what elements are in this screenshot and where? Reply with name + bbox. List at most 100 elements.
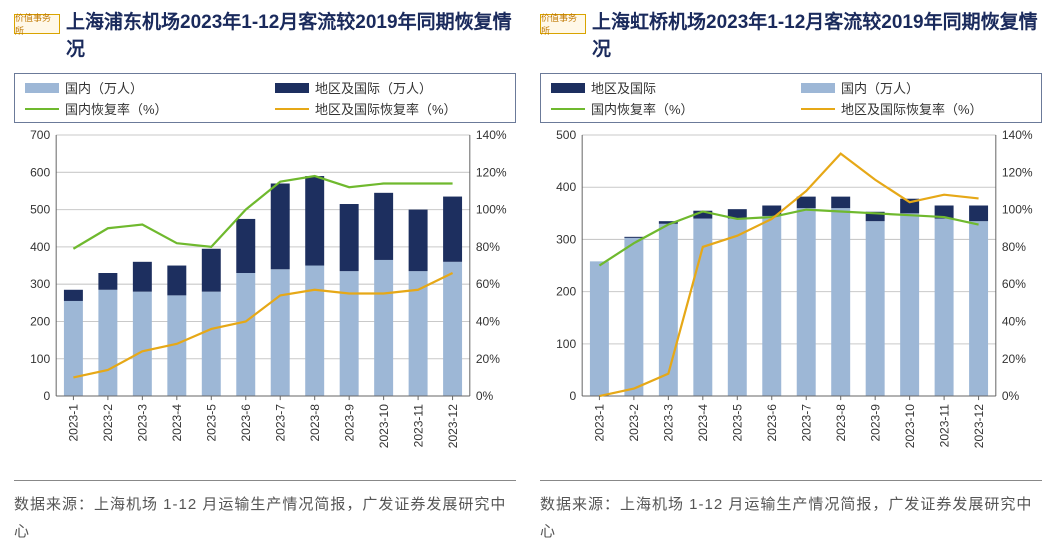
- bar-domestic_10k: [340, 271, 359, 396]
- legend-label: 国内恢复率（%）: [65, 99, 168, 118]
- legend-swatch-line: [551, 108, 585, 110]
- legend-item: 国内（万人）: [801, 78, 1031, 97]
- svg-text:2023-7: 2023-7: [273, 404, 287, 442]
- bar-domestic_10k: [728, 219, 747, 397]
- legend-label: 地区及国际（万人）: [315, 78, 432, 97]
- svg-text:80%: 80%: [1002, 240, 1026, 254]
- svg-text:40%: 40%: [476, 315, 500, 329]
- legend-item: 地区及国际恢复率（%）: [801, 99, 1031, 118]
- data-source: 数据来源：上海机场 1-12 月运输生产情况简报，广发证券发展研究中心: [14, 480, 516, 545]
- bar-domestic_10k: [98, 290, 117, 396]
- svg-text:2023-8: 2023-8: [308, 404, 322, 442]
- svg-text:2023-10: 2023-10: [377, 404, 391, 448]
- bar-intl_10k: [202, 249, 221, 292]
- bar-domestic_10k: [935, 219, 954, 397]
- svg-text:100: 100: [556, 337, 576, 351]
- svg-text:100%: 100%: [1002, 203, 1033, 217]
- legend-label: 国内（万人）: [841, 78, 919, 97]
- bar-domestic_10k: [305, 266, 324, 397]
- legend-swatch-bar: [801, 83, 835, 93]
- bar-domestic_10k: [969, 221, 988, 396]
- svg-text:140%: 140%: [1002, 129, 1033, 142]
- legend-item: 国内恢复率（%）: [25, 99, 255, 118]
- svg-text:200: 200: [556, 285, 576, 299]
- svg-text:100%: 100%: [476, 203, 507, 217]
- svg-text:2023-4: 2023-4: [696, 404, 710, 442]
- bar-domestic_10k: [271, 269, 290, 396]
- bar-intl_10k: [236, 219, 255, 273]
- chart-area: 01002003004005000%20%40%60%80%100%120%14…: [540, 129, 1042, 465]
- bar-domestic_10k: [762, 216, 781, 396]
- chart-area: 01002003004005006007000%20%40%60%80%100%…: [14, 129, 516, 465]
- bar-intl_10k: [133, 262, 152, 292]
- svg-text:2023-6: 2023-6: [765, 404, 779, 442]
- bar-domestic_10k: [590, 262, 609, 397]
- svg-text:300: 300: [556, 233, 576, 247]
- bar-intl_10k: [624, 237, 643, 238]
- svg-text:2023-10: 2023-10: [903, 404, 917, 448]
- line-domestic_recovery_pct: [599, 210, 978, 266]
- bar-domestic_10k: [64, 301, 83, 396]
- bar-intl_10k: [374, 193, 393, 260]
- svg-text:600: 600: [30, 166, 50, 180]
- logo-badge: 价值事务所: [540, 14, 586, 34]
- bar-domestic_10k: [202, 292, 221, 396]
- svg-text:20%: 20%: [1002, 352, 1026, 366]
- chart-panel: 价值事务所上海浦东机场2023年1-12月客流较2019年同期恢复情况国内（万人…: [14, 10, 516, 545]
- svg-text:2023-9: 2023-9: [868, 404, 882, 442]
- svg-text:2023-3: 2023-3: [662, 404, 676, 442]
- svg-text:200: 200: [30, 315, 50, 329]
- svg-text:300: 300: [30, 277, 50, 291]
- svg-text:120%: 120%: [476, 166, 507, 180]
- bar-domestic_10k: [831, 208, 850, 396]
- bar-domestic_10k: [443, 262, 462, 396]
- legend-swatch-line: [25, 108, 59, 110]
- legend-swatch-bar: [551, 83, 585, 93]
- svg-text:2023-3: 2023-3: [136, 404, 150, 442]
- bar-intl_10k: [409, 210, 428, 272]
- svg-text:2023-1: 2023-1: [593, 404, 607, 442]
- bar-intl_10k: [831, 197, 850, 208]
- bar-domestic_10k: [900, 214, 919, 397]
- svg-text:700: 700: [30, 129, 50, 142]
- legend-item: 地区及国际（万人）: [275, 78, 505, 97]
- svg-text:20%: 20%: [476, 352, 500, 366]
- legend-label: 国内恢复率（%）: [591, 99, 694, 118]
- bar-domestic_10k: [374, 260, 393, 396]
- legend-swatch-bar: [25, 83, 59, 93]
- panels-container: 价值事务所上海浦东机场2023年1-12月客流较2019年同期恢复情况国内（万人…: [14, 10, 1042, 545]
- svg-text:0%: 0%: [476, 389, 494, 403]
- svg-text:400: 400: [30, 240, 50, 254]
- bar-domestic_10k: [236, 273, 255, 396]
- legend-item: 地区及国际恢复率（%）: [275, 99, 505, 118]
- panel-title: 上海浦东机场2023年1-12月客流较2019年同期恢复情况: [66, 10, 516, 63]
- svg-text:2023-7: 2023-7: [799, 404, 813, 442]
- legend-label: 地区及国际恢复率（%）: [841, 99, 983, 118]
- svg-text:2023-9: 2023-9: [342, 404, 356, 442]
- svg-text:60%: 60%: [1002, 277, 1026, 291]
- line-domestic_recovery_pct: [73, 176, 452, 249]
- legend-item: 国内（万人）: [25, 78, 255, 97]
- logo-badge: 价值事务所: [14, 14, 60, 34]
- svg-text:2023-2: 2023-2: [101, 404, 115, 442]
- svg-text:2023-12: 2023-12: [972, 404, 986, 448]
- legend-item: 地区及国际: [551, 78, 781, 97]
- legend: 国内（万人） 地区及国际（万人） 国内恢复率（%） 地区及国际恢复率（%）: [14, 73, 516, 123]
- svg-text:60%: 60%: [476, 277, 500, 291]
- bar-intl_10k: [271, 184, 290, 270]
- legend-label: 地区及国际恢复率（%）: [315, 99, 457, 118]
- bar-domestic_10k: [624, 238, 643, 396]
- bar-intl_10k: [64, 290, 83, 301]
- svg-text:120%: 120%: [1002, 166, 1033, 180]
- svg-text:80%: 80%: [476, 240, 500, 254]
- line-intl_recovery_pct: [599, 154, 978, 396]
- bar-intl_10k: [167, 266, 186, 296]
- svg-text:140%: 140%: [476, 129, 507, 142]
- svg-text:2023-2: 2023-2: [627, 404, 641, 442]
- svg-text:500: 500: [30, 203, 50, 217]
- svg-text:2023-11: 2023-11: [937, 404, 951, 448]
- svg-text:500: 500: [556, 129, 576, 142]
- data-source: 数据来源：上海机场 1-12 月运输生产情况简报，广发证券发展研究中心: [540, 480, 1042, 545]
- legend-swatch-bar: [275, 83, 309, 93]
- legend: 地区及国际 国内（万人） 国内恢复率（%） 地区及国际恢复率（%）: [540, 73, 1042, 123]
